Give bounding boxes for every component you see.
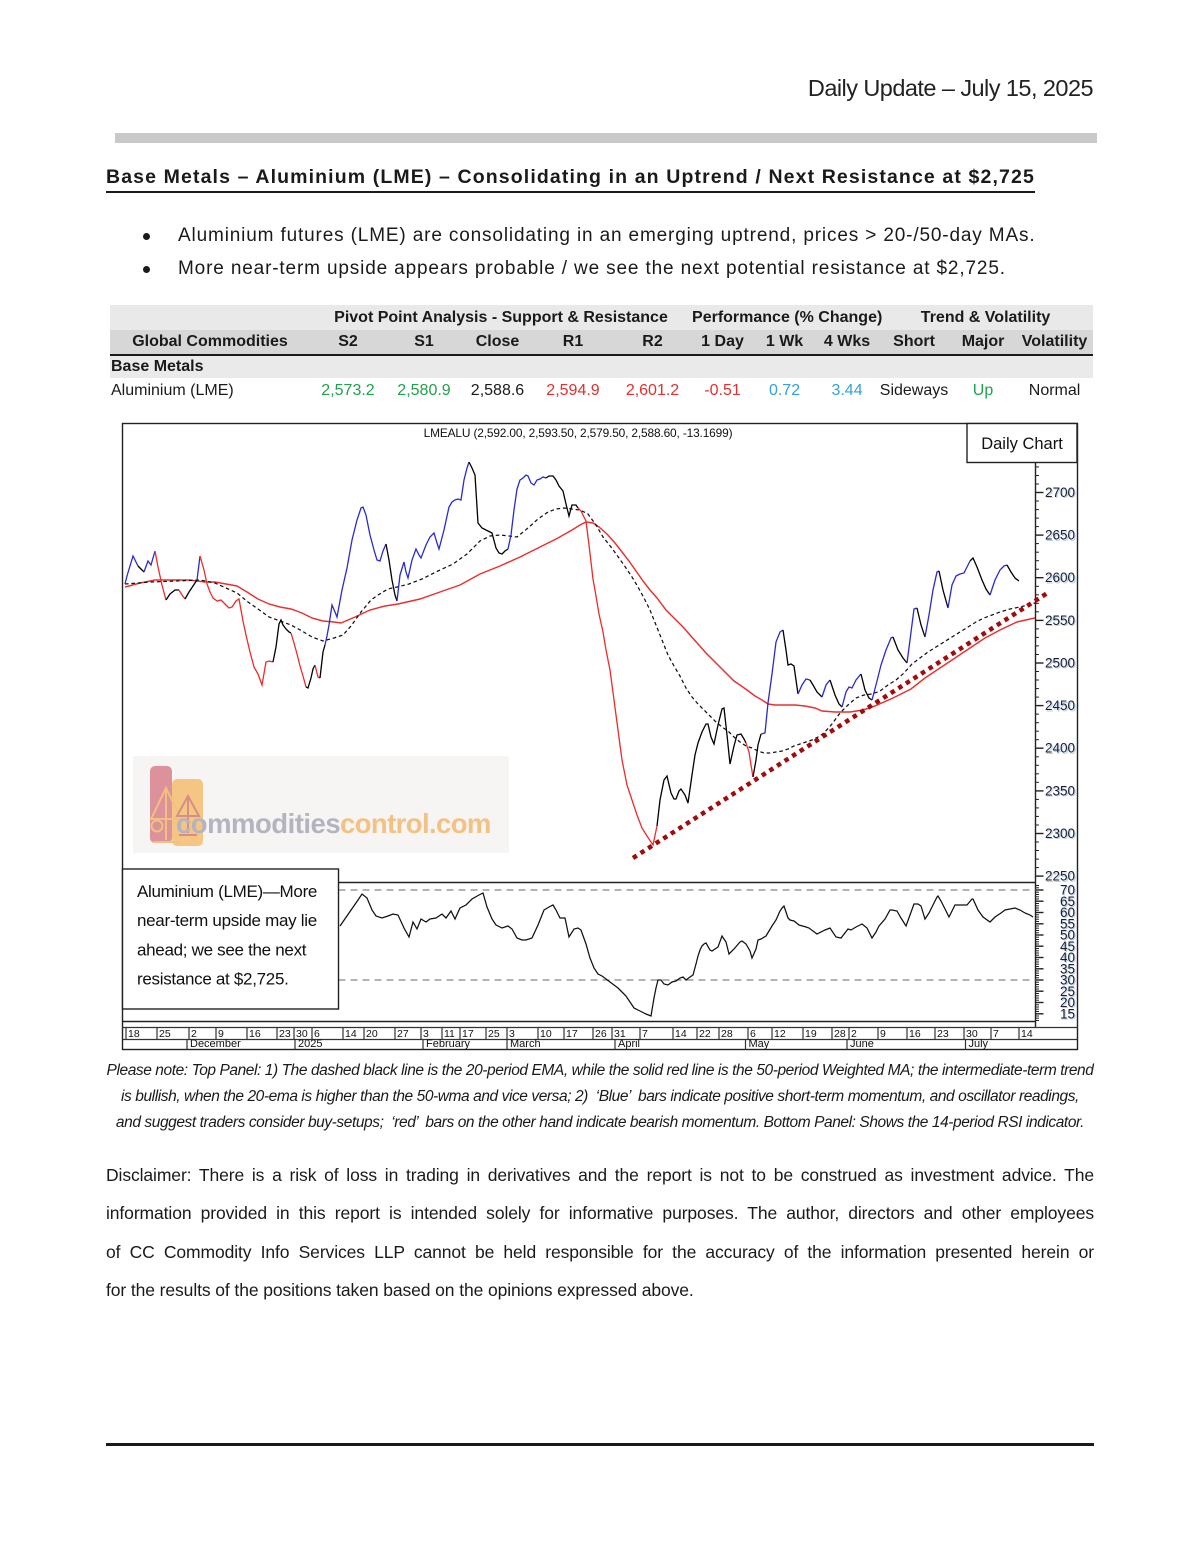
svg-text:25: 25: [159, 1028, 171, 1040]
svg-text:2600: 2600: [1045, 570, 1075, 585]
svg-text:7: 7: [642, 1028, 648, 1040]
svg-text:25: 25: [1061, 985, 1076, 1000]
svg-text:26: 26: [595, 1028, 607, 1040]
svg-text:2700: 2700: [1046, 486, 1076, 501]
svg-text:control.com: control.com: [340, 808, 491, 839]
svg-text:65: 65: [1061, 895, 1076, 910]
svg-text:27: 27: [397, 1028, 409, 1040]
svg-text:2350: 2350: [1046, 785, 1076, 800]
svg-text:2400: 2400: [1045, 741, 1075, 756]
svg-text:23: 23: [937, 1028, 949, 1040]
svg-text:commodities: commodities: [176, 808, 340, 839]
svg-text:2600: 2600: [1046, 571, 1076, 586]
svg-text:28: 28: [721, 1028, 733, 1040]
svg-text:14: 14: [675, 1028, 687, 1040]
svg-text:28: 28: [834, 1028, 846, 1040]
svg-text:2550: 2550: [1045, 613, 1075, 628]
svg-text:2: 2: [191, 1028, 197, 1040]
svg-text:25: 25: [488, 1028, 500, 1040]
svg-text:7: 7: [993, 1028, 999, 1040]
svg-text:11: 11: [444, 1028, 455, 1040]
svg-text:20: 20: [1060, 995, 1075, 1010]
svg-text:35: 35: [1060, 961, 1075, 976]
svg-text:LMEALU (2,592.00, 2,593.50, 2,: LMEALU (2,592.00, 2,593.50, 2,579.50, 2,…: [424, 426, 733, 440]
svg-text:2500: 2500: [1045, 655, 1075, 670]
svg-text:2300: 2300: [1045, 826, 1075, 841]
svg-text:2300: 2300: [1046, 827, 1076, 842]
svg-text:2650: 2650: [1045, 528, 1075, 543]
svg-text:June: June: [850, 1038, 874, 1050]
svg-text:40: 40: [1060, 950, 1075, 965]
svg-text:Aluminium (LME)—More: Aluminium (LME)—More: [137, 882, 317, 901]
svg-text:30: 30: [1061, 974, 1076, 989]
svg-text:50: 50: [1060, 928, 1075, 943]
svg-text:9: 9: [218, 1028, 224, 1040]
svg-text:2500: 2500: [1046, 657, 1076, 672]
svg-text:2250: 2250: [1046, 870, 1076, 885]
svg-text:December: December: [190, 1038, 241, 1050]
svg-text:near-term upside may lie: near-term upside may lie: [137, 911, 317, 930]
svg-text:25: 25: [1060, 984, 1075, 999]
svg-text:16: 16: [249, 1028, 261, 1040]
svg-text:2450: 2450: [1045, 698, 1075, 713]
svg-text:2650: 2650: [1046, 529, 1076, 544]
svg-text:18: 18: [128, 1028, 140, 1040]
svg-text:20: 20: [366, 1028, 378, 1040]
svg-text:16: 16: [909, 1028, 921, 1040]
svg-text:March: March: [510, 1038, 541, 1050]
svg-text:2250: 2250: [1045, 869, 1075, 884]
svg-text:6: 6: [314, 1028, 320, 1040]
svg-text:30: 30: [966, 1028, 978, 1040]
svg-text:2400: 2400: [1046, 742, 1076, 757]
svg-text:14: 14: [1021, 1028, 1033, 1040]
svg-text:2450: 2450: [1046, 699, 1076, 714]
svg-text:2550: 2550: [1046, 614, 1076, 629]
svg-text:17: 17: [566, 1028, 578, 1040]
svg-text:55: 55: [1061, 917, 1076, 932]
svg-text:19: 19: [805, 1028, 817, 1040]
svg-text:2350: 2350: [1045, 783, 1075, 798]
svg-text:70: 70: [1061, 884, 1076, 899]
svg-text:60: 60: [1061, 906, 1076, 921]
svg-text:15: 15: [1061, 1007, 1076, 1022]
svg-text:65: 65: [1060, 894, 1075, 909]
svg-text:23: 23: [279, 1028, 291, 1040]
svg-text:2025: 2025: [298, 1038, 322, 1050]
svg-text:17: 17: [462, 1028, 474, 1040]
svg-text:30: 30: [296, 1028, 308, 1040]
svg-text:9: 9: [880, 1028, 886, 1040]
svg-text:30: 30: [1060, 973, 1075, 988]
svg-text:60: 60: [1060, 905, 1075, 920]
svg-text:ahead; we see the next: ahead; we see the next: [137, 940, 307, 959]
svg-text:22: 22: [699, 1028, 711, 1040]
svg-text:35: 35: [1061, 962, 1076, 977]
svg-text:3: 3: [423, 1028, 429, 1040]
svg-text:6: 6: [750, 1028, 756, 1040]
svg-text:15: 15: [1060, 1006, 1075, 1021]
svg-text:resistance at $2,725.: resistance at $2,725.: [137, 970, 289, 989]
svg-text:10: 10: [540, 1028, 552, 1040]
svg-text:31: 31: [614, 1028, 626, 1040]
svg-text:12: 12: [774, 1028, 786, 1040]
svg-text:July: July: [969, 1038, 989, 1050]
svg-text:20: 20: [1061, 996, 1076, 1011]
svg-text:55: 55: [1060, 916, 1075, 931]
svg-text:Daily Chart: Daily Chart: [981, 435, 1063, 453]
svg-text:April: April: [618, 1038, 640, 1050]
svg-text:50: 50: [1061, 929, 1076, 944]
svg-text:45: 45: [1061, 940, 1076, 955]
svg-text:February: February: [426, 1038, 471, 1050]
svg-text:70: 70: [1060, 883, 1075, 898]
svg-text:May: May: [749, 1038, 770, 1050]
svg-text:2700: 2700: [1045, 485, 1075, 500]
svg-text:45: 45: [1060, 939, 1075, 954]
svg-text:3: 3: [509, 1028, 515, 1040]
svg-text:2: 2: [851, 1028, 857, 1040]
svg-text:14: 14: [345, 1028, 357, 1040]
svg-text:40: 40: [1061, 951, 1076, 966]
